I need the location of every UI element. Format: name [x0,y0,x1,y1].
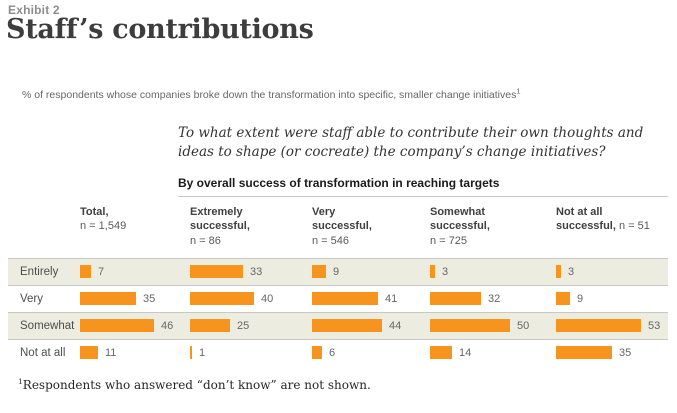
bar [80,319,154,332]
footnote: 1Respondents who answered “don’t know” a… [18,378,371,392]
row-label: Not at all [20,347,66,359]
chart-description-text: % of respondents whose companies broke d… [22,89,517,101]
bar-value: 35 [143,293,156,305]
column-title: Not at all [556,206,603,218]
bar [312,319,382,332]
bar-value: 3 [442,266,449,278]
bar-value: 35 [619,347,632,359]
bar-value: 14 [459,347,472,359]
column-header: Somewhat successful, n = 725 [430,205,540,248]
bar-value: 41 [385,293,398,305]
column-title: Very [312,206,336,218]
bar [190,292,254,305]
column-title: successful, [556,220,616,233]
bar-value: 53 [648,320,661,332]
column-n-label: n = 1,549 [80,220,127,233]
column-title: successful, [430,220,490,233]
column-header: Extremely successful, n = 86 [190,205,300,248]
page-title: Staff’s contributions [6,14,314,45]
column-n-label: n = 51 [618,220,650,233]
column-n-label: n = 725 [430,234,468,247]
bar [556,346,612,359]
column-header: Very successful, n = 546 [312,205,422,248]
row-label: Somewhat [20,320,75,332]
row-label: Very [20,293,44,305]
footnote-marker: 1 [18,377,23,386]
chart-row: Entirely 7 33 9 3 3 [8,258,668,285]
bar-chart: Entirely 7 33 9 3 3 Very 35 40 41 32 9 Somewhat 46 25 4… [8,258,668,366]
bar-value: 7 [98,266,105,278]
column-header: Not at all successful, n = 51 [556,205,666,234]
footnote-text: Respondents who answered “don’t know” ar… [22,378,371,392]
bar [312,265,326,278]
bar-value: 6 [329,347,336,359]
column-header: Total, n = 1,549 [80,205,190,234]
bar [190,346,192,359]
survey-question: To what extent were staff able to contri… [178,125,644,160]
bar [80,292,136,305]
bar [80,346,98,359]
chart-row: Not at all 11 1 6 14 35 [8,339,668,366]
exhibit-number-label: Exhibit 2 [8,3,60,17]
column-title: Somewhat [430,206,486,218]
bar-value: 46 [161,320,174,332]
bar-value: 25 [237,320,250,332]
bar-value: 33 [250,266,263,278]
column-n-label: n = 86 [190,234,221,247]
column-title: successful, [190,220,250,233]
bar [430,346,452,359]
bar-value: 9 [333,266,340,278]
chart-row: Very 35 40 41 32 9 [8,285,668,312]
bar [312,292,378,305]
bar [430,265,435,278]
row-label: Entirely [20,266,59,278]
bar-value: 1 [199,347,206,359]
bar-value: 3 [568,266,575,278]
bar-value: 32 [488,293,501,305]
bar [556,319,641,332]
chart-description: % of respondents whose companies broke d… [22,86,521,101]
bar-value: 9 [577,293,584,305]
column-headers: Total, n = 1,549 Extremely successful, n = 8… [0,205,677,257]
bar-value: 50 [517,320,530,332]
column-title: Extremely [190,206,243,218]
bar-value: 44 [389,320,402,332]
bar [430,292,481,305]
bar [190,319,230,332]
chart-row: Somewhat 46 25 44 50 53 [8,312,668,339]
footnote-marker-ref: 1 [516,86,521,96]
bar [80,265,91,278]
bar-value: 40 [261,293,274,305]
bar [430,319,510,332]
column-group-header: By overall success of transformation in … [178,176,500,190]
bar [556,292,570,305]
column-title: successful, [312,220,372,233]
column-n-label: n = 546 [312,234,350,247]
column-group-rule [178,196,668,197]
bar [556,265,561,278]
bar-value: 11 [105,347,117,359]
column-title: Total, [80,206,109,218]
bar [190,265,243,278]
bar [312,346,322,359]
